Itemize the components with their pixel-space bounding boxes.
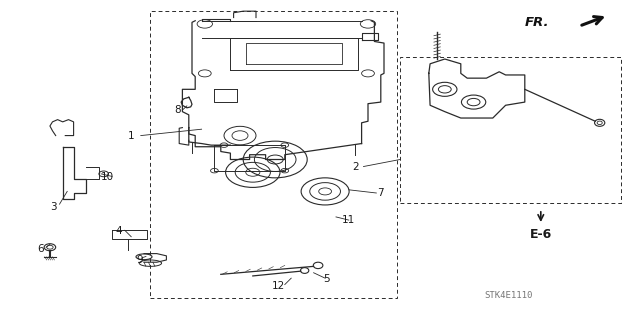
Text: 5: 5 [323,274,330,284]
Bar [400,57,621,203]
Text: 6: 6 [37,244,44,254]
Text: FR.: FR. [525,16,549,29]
Bar [150,11,397,298]
Text: 12: 12 [272,280,285,291]
Text: 1: 1 [128,130,134,141]
Text: 8: 8 [175,105,181,115]
Text: 9: 9 [136,255,143,265]
Text: 11: 11 [342,215,355,225]
Text: STK4E1110: STK4E1110 [484,291,533,300]
Text: 7: 7 [378,188,384,198]
Text: 2: 2 [352,162,358,173]
Text: 3: 3 [50,202,56,212]
Text: 4: 4 [115,226,122,236]
Text: 10: 10 [101,172,114,182]
Text: E-6: E-6 [530,228,552,241]
